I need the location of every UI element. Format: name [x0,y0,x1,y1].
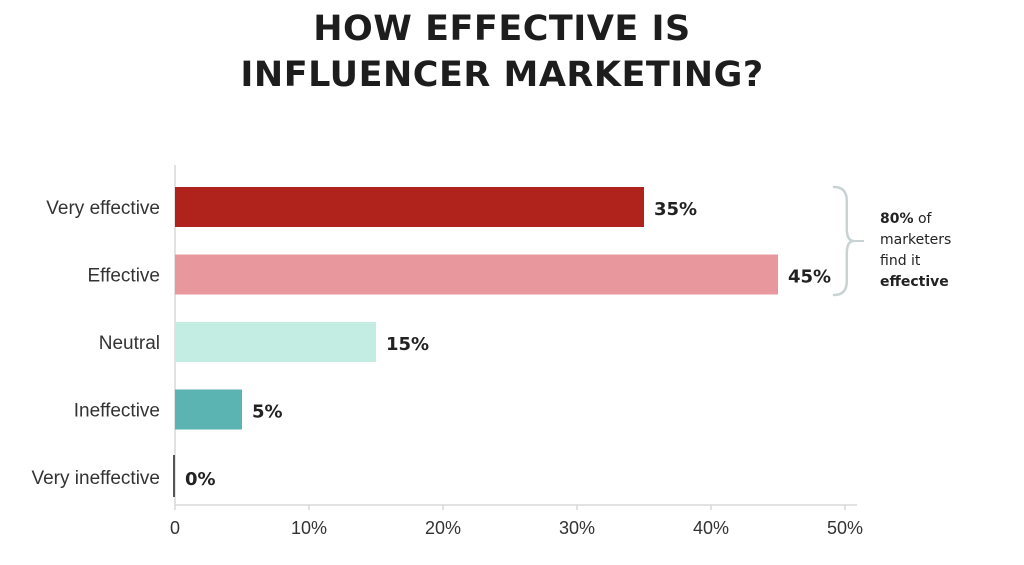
annotation-bracket [832,185,855,297]
value-label-3: 5% [252,402,283,423]
category-label-3: Ineffective [74,401,160,422]
bar-3 [175,389,242,430]
annotation-line-2: find it [880,253,921,269]
value-label-2: 15% [386,334,429,355]
category-label-0: Very effective [46,198,160,219]
chart-title-line-1: HOW EFFECTIVE IS [313,9,691,49]
bar-0 [175,187,644,227]
category-label-1: Effective [87,266,160,287]
category-label-2: Neutral [99,333,160,354]
x-tick-label-4: 40% [693,518,729,538]
chart-title-line-2: INFLUENCER MARKETING? [240,55,764,95]
annotation-line-1: marketers [880,232,952,248]
annotation-note: 80% of marketers find it effective [880,209,990,293]
annotation-of: of [913,211,932,227]
value-label-0: 35% [654,199,697,220]
annotation-highlight: 80% [880,211,914,227]
bar-1 [175,254,778,295]
x-tick-label-2: 20% [425,518,461,538]
annotation-bold-word: effective [880,274,949,290]
x-tick-label-5: 50% [827,518,863,538]
chart-title: HOW EFFECTIVE IS INFLUENCER MARKETING? [0,6,1004,98]
value-label-4: 0% [185,469,216,490]
bar-2 [175,322,376,362]
category-label-4: Very ineffective [31,468,160,489]
x-tick-label-1: 10% [291,518,327,538]
x-tick-label-3: 30% [559,518,595,538]
value-label-1: 45% [788,267,831,288]
x-tick-label-0: 0 [170,518,180,538]
